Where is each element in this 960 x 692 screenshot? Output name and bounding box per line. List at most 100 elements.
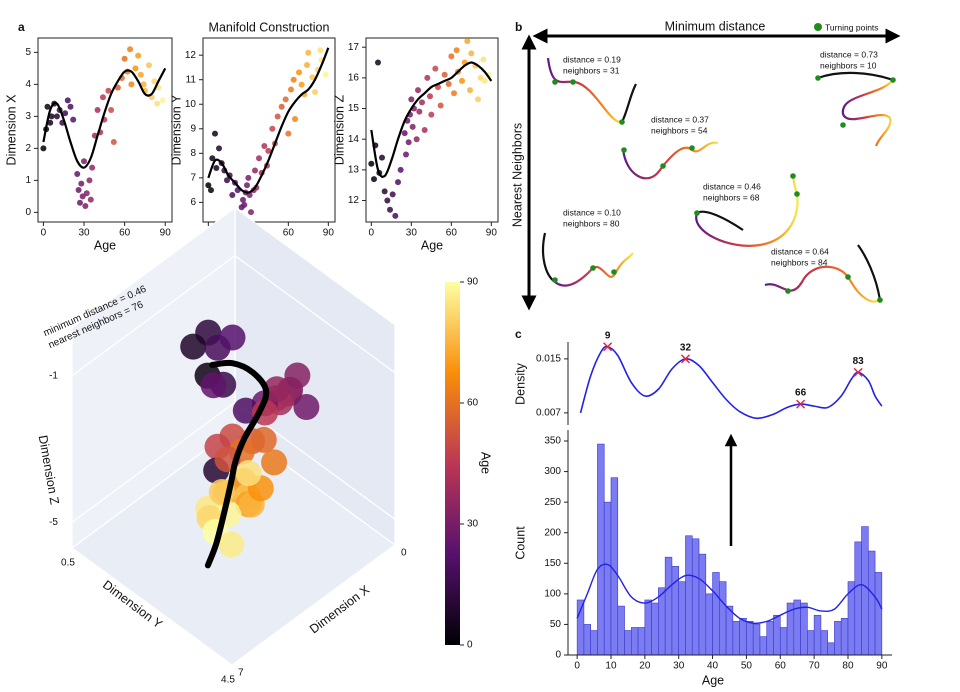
grid-line (231, 544, 396, 666)
bar (617, 605, 625, 656)
curve (541, 232, 556, 283)
colorbar-tick-label: 60 (467, 398, 479, 409)
point (274, 113, 281, 120)
curve-label: distance = 0.37 (651, 114, 709, 124)
point (70, 116, 77, 123)
axis-label: Minimum distance (665, 19, 766, 33)
bar (834, 621, 842, 656)
point (224, 177, 230, 184)
bar (637, 627, 646, 656)
point (278, 103, 285, 110)
y-tick-label: 350 (544, 436, 561, 447)
point (229, 192, 236, 199)
point (298, 81, 305, 88)
curve-label: distance = 0.46 (703, 181, 761, 191)
turning-point (570, 79, 576, 85)
x-axis-label: Age (702, 673, 724, 687)
curve (764, 265, 881, 303)
point (288, 86, 294, 93)
bar (685, 535, 693, 656)
peak-label: 9 (605, 330, 611, 341)
point (389, 191, 396, 198)
bar (868, 550, 876, 656)
bar (603, 501, 612, 656)
point (309, 74, 316, 81)
turning-point (621, 147, 627, 153)
y-tick-label: 0.015 (536, 354, 561, 365)
bar (631, 627, 639, 656)
point (480, 56, 487, 63)
bar (583, 624, 591, 656)
point (282, 96, 289, 103)
x-tick-label: 10 (605, 661, 617, 672)
y-axis-label: Dimension X (4, 94, 18, 166)
colorbar-tick-label: 0 (467, 640, 473, 651)
point (305, 49, 312, 56)
x-axis-label: Age (94, 238, 116, 252)
point (94, 107, 101, 113)
x-tick-label: 60 (283, 228, 295, 239)
chart-title: Manifold Construction (209, 20, 330, 34)
point (322, 71, 329, 78)
x-tick-label: 60 (119, 228, 131, 239)
x-tick-label: 90 (486, 228, 498, 239)
bar (590, 630, 598, 656)
bar (705, 593, 713, 656)
point (44, 103, 51, 110)
peak-label: 66 (795, 388, 807, 399)
curve-label: distance = 0.64 (771, 246, 829, 256)
colorbar (445, 282, 460, 645)
point (395, 179, 401, 186)
bar (861, 526, 869, 656)
point (235, 460, 262, 487)
curve-label: neighbors = 10 (820, 60, 877, 70)
y-tick-label: 11 (186, 74, 197, 85)
point (145, 62, 152, 69)
y-tick-label: 1 (25, 175, 31, 186)
turning-points (552, 75, 896, 303)
y-axis-label: Count (513, 526, 527, 560)
turning-point (845, 274, 851, 280)
y-tick-label: 2 (25, 143, 31, 154)
point (453, 47, 460, 54)
y-tick-label: 4.5 (221, 675, 235, 686)
bar (739, 618, 747, 656)
y-tick-label: 17 (348, 42, 360, 53)
point (432, 65, 439, 72)
peak-marker (603, 342, 613, 352)
point (293, 394, 320, 421)
bar (874, 572, 883, 656)
point (78, 180, 85, 187)
x-tick-label: 0 (41, 228, 47, 239)
point (317, 47, 324, 54)
z-axis-label: Dimension Z (36, 434, 62, 506)
bar (651, 602, 659, 656)
point (132, 65, 139, 72)
bar (691, 538, 700, 656)
x-tick-label: 90 (876, 661, 888, 672)
turning-point (877, 297, 883, 303)
point (263, 376, 290, 403)
point (114, 84, 121, 91)
point (285, 130, 292, 137)
y-tick-label: 8 (190, 148, 196, 159)
point (154, 100, 161, 107)
point (437, 102, 444, 109)
point (265, 147, 272, 154)
point (75, 187, 82, 193)
turning-point (689, 145, 695, 151)
y-tick-label: 100 (544, 588, 561, 599)
peak-label: 32 (680, 343, 692, 354)
diagram: Minimum distance Nearest Neighbors Turni… (510, 19, 901, 311)
point (387, 206, 393, 213)
peak-marker (680, 354, 691, 364)
point (213, 165, 220, 172)
curve-label: neighbors = 68 (703, 192, 760, 202)
turning-point (552, 79, 558, 85)
point (248, 209, 254, 216)
panel-label: b (515, 20, 522, 34)
bar (773, 614, 781, 656)
y-tick-label: 12 (185, 50, 197, 61)
point (159, 97, 166, 104)
peak-label: 83 (853, 356, 865, 367)
